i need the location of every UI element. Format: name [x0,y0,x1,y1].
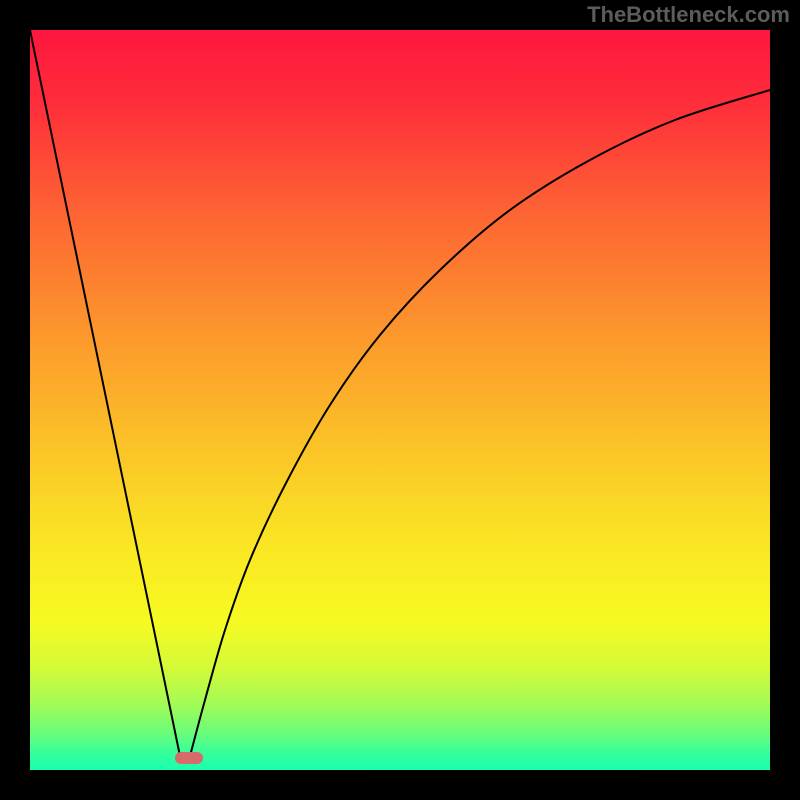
chart-frame: TheBottleneck.com [0,0,800,800]
curve-svg [30,30,770,770]
watermark-text: TheBottleneck.com [587,2,790,28]
curve-right-arc [190,90,770,756]
curve-left-line [30,30,180,756]
plot-area [30,30,770,770]
minimum-marker [175,752,203,764]
